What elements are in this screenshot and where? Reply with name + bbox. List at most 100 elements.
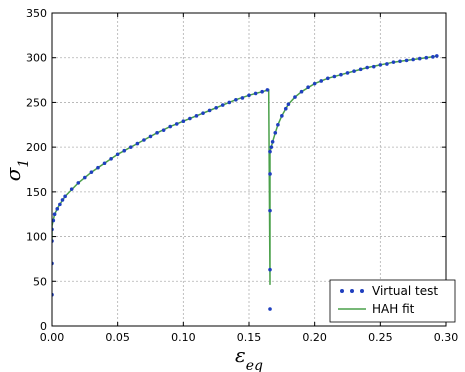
data-point-virtual-test [194, 114, 199, 118]
x-tick-label: 0.20 [302, 331, 327, 344]
data-point-virtual-test [286, 102, 291, 107]
data-point-virtual-test [417, 56, 422, 61]
data-point-virtual-test [404, 58, 409, 63]
data-point-virtual-test [148, 134, 153, 139]
data-point-virtual-test [109, 156, 113, 161]
y-tick-label: 0 [40, 320, 47, 333]
y-tick-label: 300 [26, 52, 47, 65]
legend-box [329, 279, 456, 323]
data-point-virtual-test [181, 119, 186, 124]
data-point-virtual-test [365, 65, 370, 70]
legend-label-virtual-test: Virtual test [372, 284, 438, 298]
data-point-virtual-test [89, 170, 94, 174]
data-point-virtual-test [293, 95, 297, 99]
series-line-hah-fit [52, 55, 437, 285]
data-point-virtual-test [52, 212, 57, 217]
data-point-virtual-test [201, 111, 205, 115]
data-point-virtual-test [142, 138, 146, 142]
y-tick-label: 100 [26, 231, 47, 244]
data-point-virtual-test [63, 194, 67, 199]
data-point-virtual-test [69, 187, 74, 191]
data-point-virtual-test [102, 161, 107, 166]
data-point-virtual-test [319, 79, 324, 83]
data-point-virtual-test [58, 202, 62, 207]
data-point-virtual-test [332, 74, 337, 79]
y-tick-label: 50 [33, 275, 47, 288]
data-point-virtual-test [270, 139, 275, 144]
data-point-virtual-test [371, 64, 376, 69]
data-point-virtual-test [161, 128, 166, 132]
data-point-virtual-test [424, 55, 429, 60]
data-point-virtual-test [276, 122, 280, 127]
data-point-virtual-test [115, 152, 120, 157]
data-point-virtual-test [283, 106, 288, 111]
data-point-virtual-test [240, 96, 245, 100]
grid [52, 13, 446, 326]
legend-marker-virtual-test-1 [340, 289, 344, 293]
data-point-virtual-test [55, 207, 60, 211]
data-point-virtual-test [227, 100, 232, 105]
data-point-virtual-test [326, 76, 330, 81]
data-point-virtual-test [312, 81, 317, 86]
data-point-virtual-test [234, 97, 238, 102]
data-point-virtual-test [268, 307, 272, 311]
legend: Virtual test HAH fit [329, 279, 456, 323]
data-point-virtual-test [214, 105, 218, 110]
x-tick-label: 0.15 [237, 331, 262, 344]
data-point-virtual-test [220, 103, 225, 107]
data-point-virtual-test [268, 267, 272, 272]
data-point-virtual-test [129, 145, 133, 149]
data-point-virtual-test [265, 88, 270, 92]
y-tick-label: 200 [26, 141, 47, 154]
x-tick-label: 0.25 [368, 331, 393, 344]
data-point-virtual-test [306, 85, 310, 90]
data-point-virtual-test [188, 116, 192, 121]
data-point-virtual-test [168, 124, 172, 129]
ticks: 0.00 0.05 0.10 0.15 0.20 0.25 0.30 0 50 100 150 200… [26, 7, 458, 344]
x-tick-label: 0.10 [171, 331, 196, 344]
x-axis-label: εeq [235, 343, 263, 372]
data-point-virtual-test [174, 122, 179, 126]
data-point-virtual-test [435, 54, 439, 58]
plot-area [52, 54, 439, 311]
data-point-virtual-test [385, 62, 389, 66]
data-point-virtual-test [83, 175, 87, 180]
y-axis-label: σ1 [1, 159, 32, 182]
data-point-virtual-test [76, 181, 81, 185]
data-point-virtual-test [52, 218, 56, 223]
data-point-virtual-test [431, 55, 435, 59]
data-point-virtual-test [378, 63, 383, 67]
data-point-virtual-test [155, 131, 159, 135]
data-point-virtual-test [358, 67, 363, 72]
data-point-virtual-test [299, 89, 304, 94]
data-point-virtual-test [391, 60, 396, 64]
data-point-virtual-test [96, 165, 100, 170]
data-point-virtual-test [411, 57, 415, 62]
data-point-virtual-test [268, 208, 272, 213]
data-point-virtual-test [280, 114, 284, 118]
x-tick-label: 0.05 [105, 331, 130, 344]
x-tick-label: 0.00 [40, 331, 65, 344]
legend-marker-virtual-test-3 [360, 289, 364, 293]
data-point-virtual-test [247, 93, 251, 98]
data-point-virtual-test [253, 91, 258, 96]
data-point-virtual-test [398, 59, 402, 64]
data-point-virtual-test [268, 149, 272, 154]
data-point-virtual-test [345, 71, 350, 75]
legend-marker-virtual-test-2 [350, 289, 354, 293]
data-point-virtual-test [352, 69, 356, 73]
data-point-virtual-test [269, 145, 274, 149]
data-point-virtual-test [268, 172, 272, 176]
y-tick-label: 350 [26, 7, 47, 20]
data-point-virtual-test [207, 108, 212, 113]
data-point-virtual-test [273, 131, 278, 135]
y-tick-label: 150 [26, 186, 47, 199]
x-tick-label: 0.30 [434, 331, 459, 344]
data-point-virtual-test [339, 72, 343, 77]
y-tick-label: 250 [26, 96, 47, 109]
legend-label-hah-fit: HAH fit [372, 302, 415, 316]
data-point-virtual-test [122, 148, 127, 153]
data-point-virtual-test [135, 141, 140, 146]
